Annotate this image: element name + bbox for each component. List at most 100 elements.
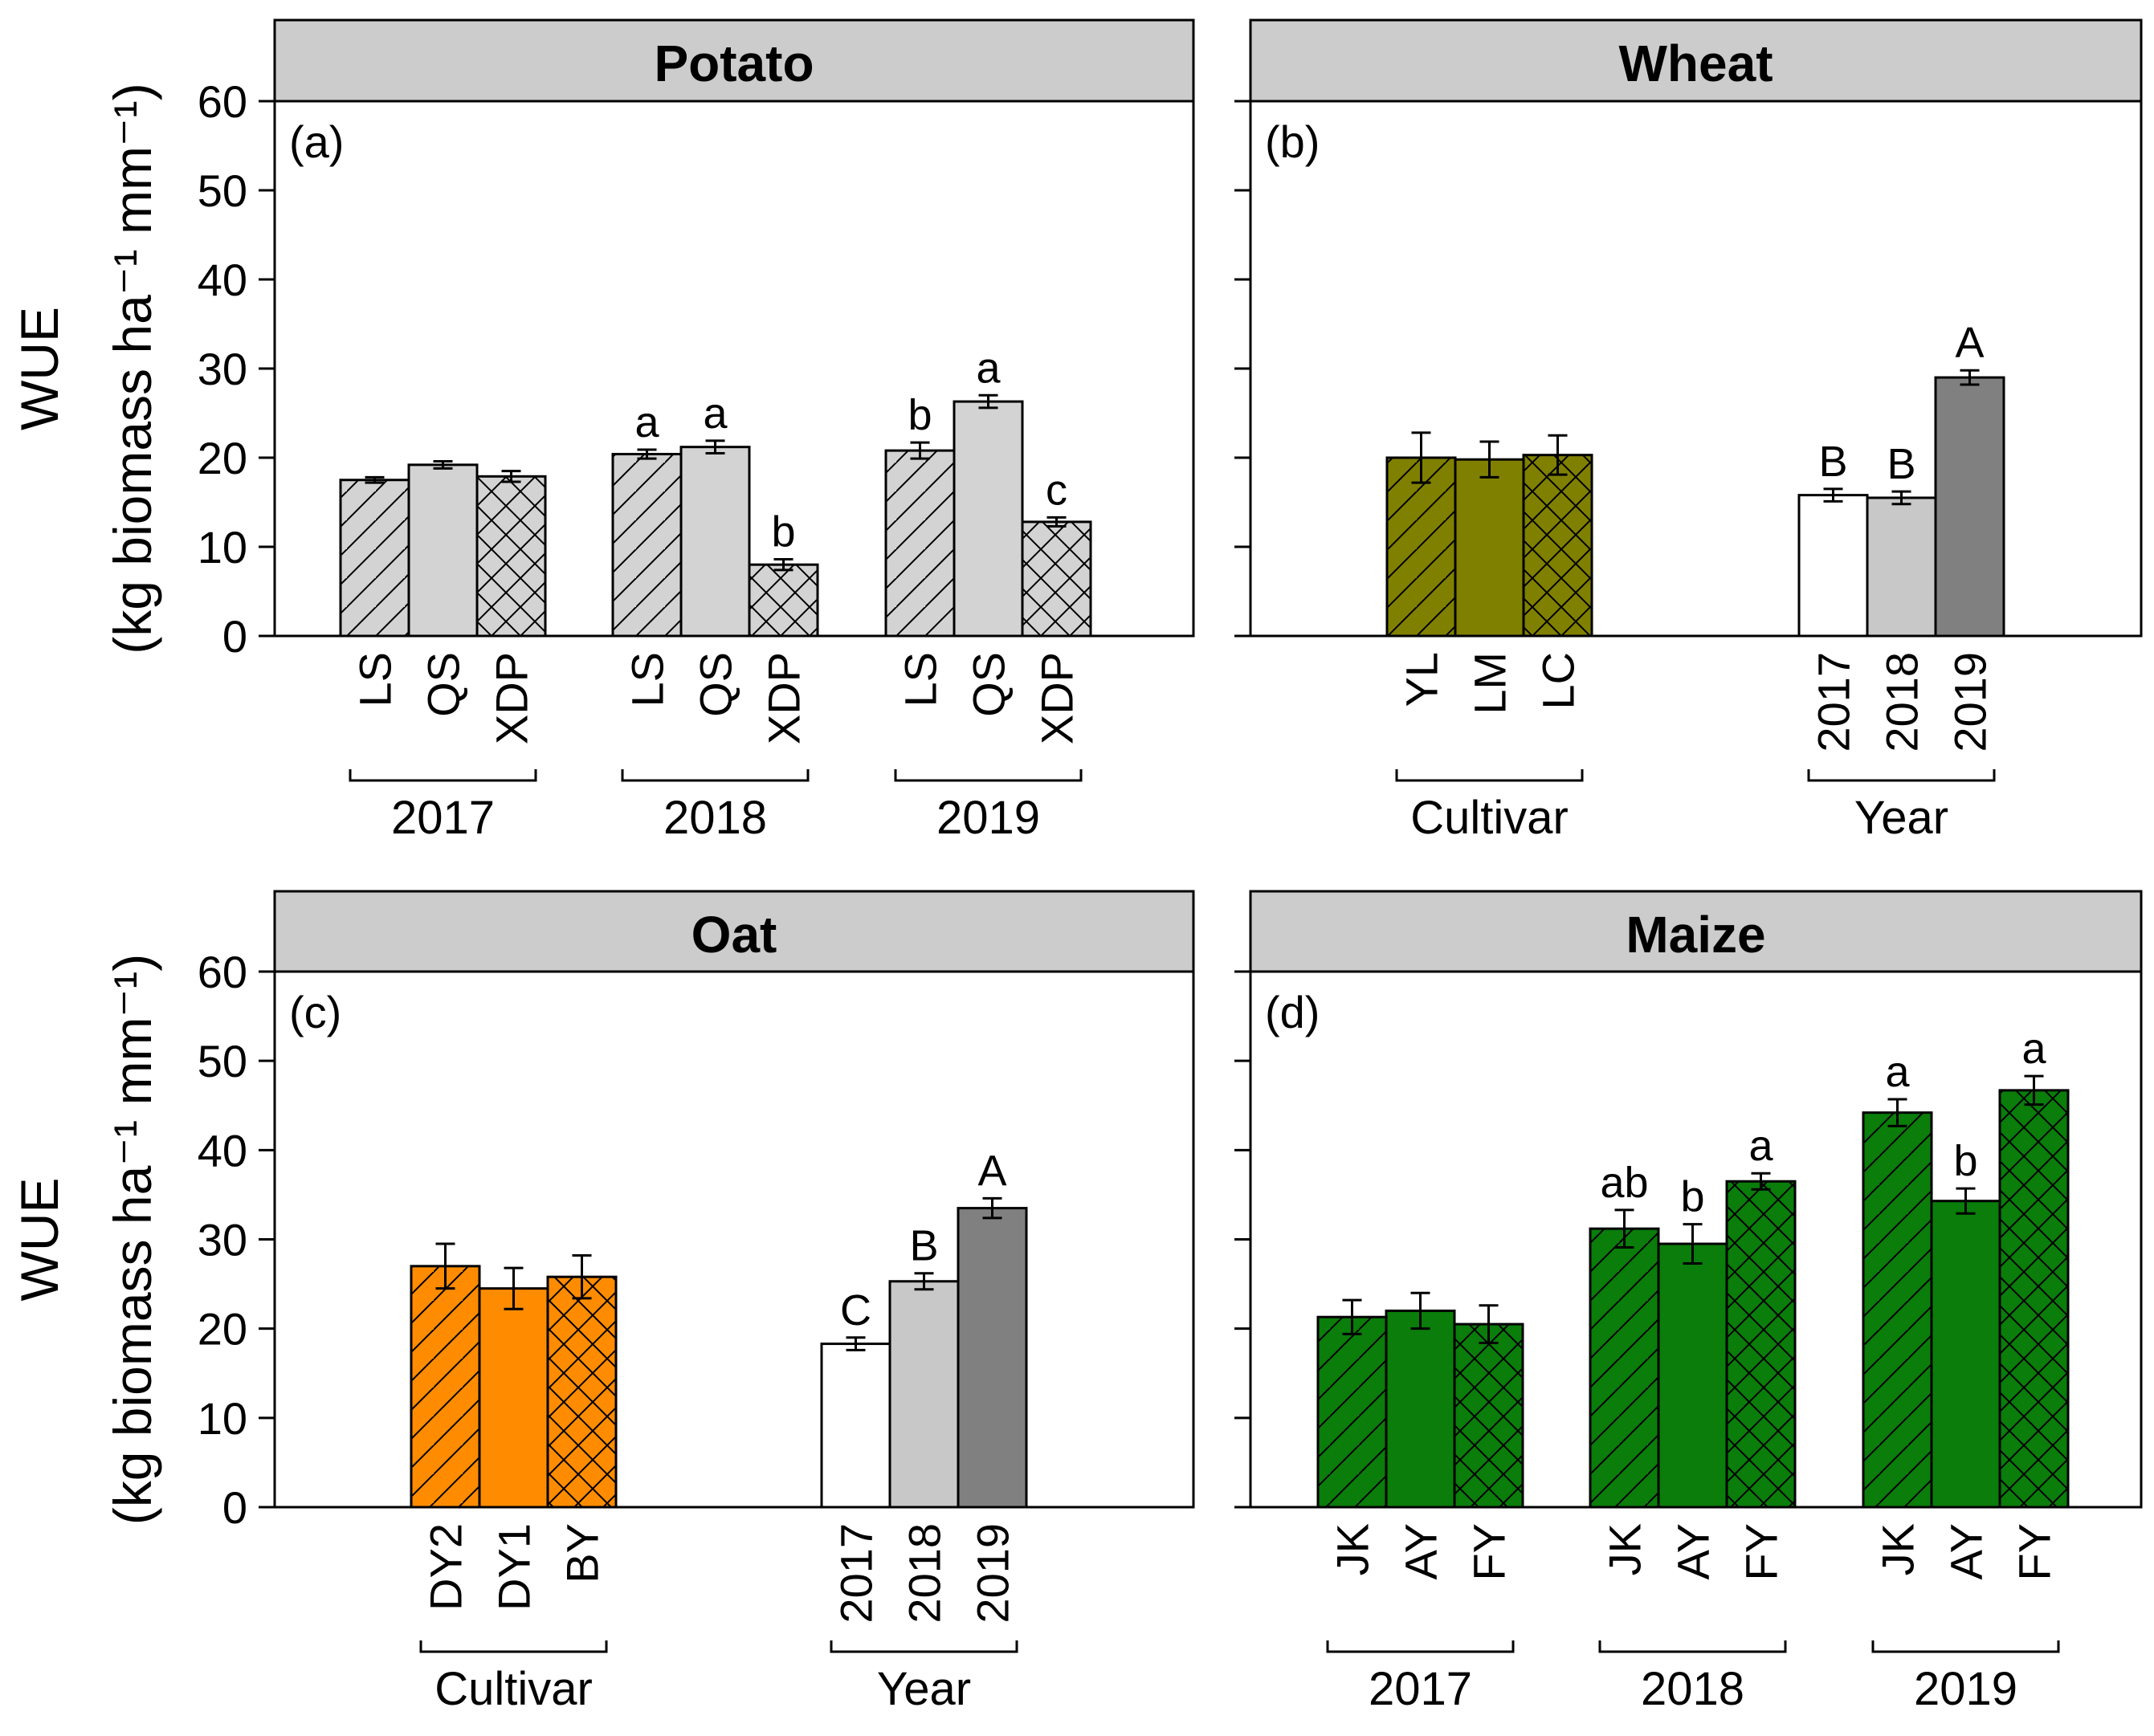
bar-fill [1658, 1244, 1727, 1507]
significance-letter: B [1818, 438, 1847, 486]
y-tick-label: 50 [198, 1036, 247, 1086]
category-label: FY [2009, 1523, 2060, 1581]
bar-fill [681, 446, 749, 636]
bar-fill [822, 1343, 890, 1507]
bar-pattern [1590, 1229, 1658, 1507]
panel-wheat: Wheat (b) YL LM LC Cultivar B 2017 B 2018 A 2019 Yea… [1234, 18, 2143, 844]
plot-frame [1249, 100, 2143, 638]
significance-letter: a [634, 398, 659, 446]
bar-pattern [2000, 1090, 2068, 1507]
y-tick-label: 20 [198, 433, 247, 483]
group-bracket [621, 769, 810, 782]
category-label: 2018 [1877, 652, 1928, 752]
category-label: JK [1328, 1523, 1378, 1575]
bar-fill [958, 1208, 1026, 1507]
category-label: 2017 [1809, 652, 1859, 752]
significance-letter: C [840, 1286, 871, 1335]
significance-letter: A [977, 1147, 1006, 1195]
significance-letter: B [1887, 440, 1915, 488]
bar-pattern [1524, 454, 1592, 636]
y-tick-label: 20 [198, 1304, 247, 1355]
category-label: 2019 [968, 1523, 1018, 1624]
bar-fill [479, 1288, 548, 1507]
group-bracket [830, 1640, 1018, 1653]
category-label: 2019 [1945, 652, 1996, 752]
strip-header [1249, 890, 2143, 973]
category-label: QS [418, 652, 469, 717]
bar-pattern [477, 476, 545, 636]
significance-letter: a [703, 389, 728, 438]
group-label: 2019 [1914, 1663, 2017, 1715]
bar-fill [954, 401, 1022, 636]
category-label: QS [964, 652, 1014, 717]
y-axis-label: WUE [10, 307, 69, 430]
significance-letter: b [771, 508, 795, 556]
significance-letter: b [1680, 1173, 1704, 1221]
panel-title: Maize [1626, 906, 1765, 964]
y-tick-label: 60 [198, 947, 247, 997]
bar-fill [1932, 1200, 2000, 1507]
category-label: LM [1465, 652, 1516, 715]
group-bracket [1871, 1640, 2060, 1653]
bar-pattern [1863, 1112, 1932, 1507]
y-tick-label: 10 [198, 522, 247, 573]
panel-maize: Maize (d) JK AY FY 2017 ab JK b AY a FY 2018 a JK b AY a F… [1234, 890, 2143, 1715]
category-label: XDP [1032, 652, 1083, 744]
bar-fill [1386, 1310, 1454, 1507]
significance-letter: a [2021, 1025, 2046, 1073]
bar-pattern [1318, 1317, 1386, 1507]
bar-pattern [1454, 1324, 1523, 1507]
strip-header [273, 890, 1195, 973]
group-bracket [1326, 1640, 1515, 1653]
group-label: 2018 [663, 792, 767, 844]
panel-potato: Potato (a) 0 10 20 30 40 50 60 WUE (kg biomass ha⁻… [10, 18, 1195, 844]
significance-letter: B [909, 1222, 938, 1270]
significance-letter: a [1885, 1048, 1910, 1096]
bar-fill [890, 1281, 958, 1507]
group-label: Cultivar [1410, 792, 1569, 844]
category-label: JK [1600, 1523, 1650, 1575]
strip-header [273, 18, 1195, 103]
category-label: BY [557, 1523, 608, 1583]
significance-letter: c [1046, 466, 1067, 514]
category-label: DY1 [489, 1523, 540, 1611]
panel-letter: (b) [1265, 116, 1320, 167]
panel-title: Wheat [1619, 35, 1773, 92]
category-label: AY [1396, 1523, 1446, 1580]
category-label: LS [622, 652, 673, 707]
panel-title: Oat [691, 906, 777, 964]
bar-fill [1455, 459, 1524, 636]
panel-title: Potato [654, 35, 814, 92]
category-label: AY [1941, 1523, 1992, 1580]
y-axis-units: (kg biomass ha⁻¹ mm⁻¹) [103, 954, 162, 1525]
y-tick-label: 0 [222, 611, 247, 662]
y-tick-label: 40 [198, 255, 247, 305]
significance-letter: A [1955, 319, 1984, 367]
group-bracket [1807, 769, 1996, 782]
category-label: DY2 [421, 1523, 471, 1611]
category-label: LS [895, 652, 946, 707]
group-label: Cultivar [434, 1663, 593, 1715]
significance-letter: a [1748, 1122, 1773, 1170]
bar-fill [1936, 377, 2004, 636]
significance-letter: b [908, 391, 932, 439]
category-label: FY [1464, 1523, 1515, 1581]
y-tick-label: 30 [198, 1215, 247, 1265]
bar-pattern [1022, 521, 1091, 636]
category-label: FY [1736, 1523, 1787, 1581]
group-label: 2017 [1369, 1663, 1472, 1715]
group-label: Year [877, 1663, 971, 1715]
category-label: 2018 [900, 1523, 950, 1624]
significance-letter: ab [1600, 1159, 1648, 1207]
category-label: LS [350, 652, 401, 707]
category-label: JK [1873, 1523, 1924, 1575]
panel-oat: Oat (c) 0 10 20 30 40 50 60 WUE (kg biomass ha⁻¹ m… [10, 890, 1195, 1715]
bar-fill [409, 464, 477, 636]
group-bracket [894, 769, 1083, 782]
bar-fill [1867, 497, 1936, 636]
y-tick-label: 60 [198, 76, 247, 127]
y-tick-label: 10 [198, 1393, 247, 1444]
bar-pattern [548, 1277, 616, 1507]
bar-pattern [1727, 1181, 1795, 1507]
